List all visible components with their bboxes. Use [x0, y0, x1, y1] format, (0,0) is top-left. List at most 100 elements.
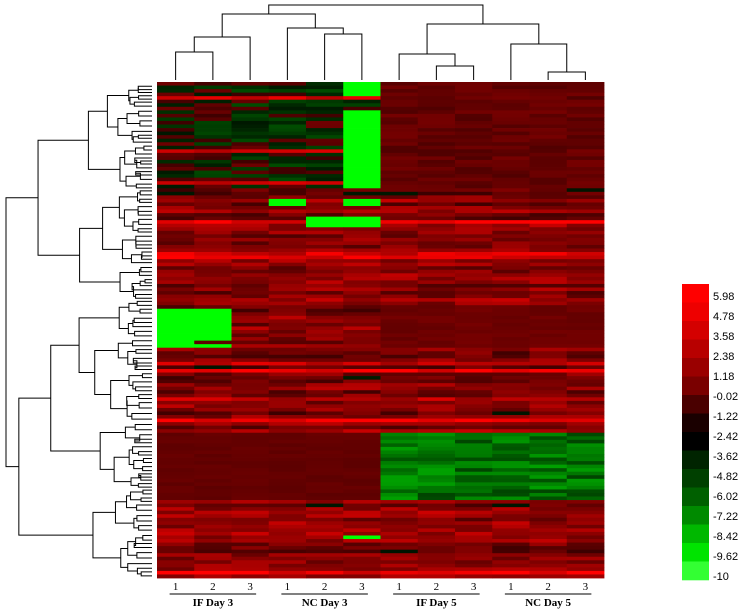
heatmap-cell — [455, 340, 493, 345]
heatmap-cell — [455, 404, 493, 409]
heatmap-cell — [231, 546, 270, 551]
heatmap-cell — [306, 191, 344, 196]
heatmap-cell — [268, 539, 307, 543]
heatmap-cell — [157, 131, 195, 136]
heatmap-cell — [380, 482, 419, 487]
heatmap-cell — [455, 383, 493, 388]
heatmap-cell — [306, 283, 344, 288]
heatmap-cell — [566, 103, 605, 108]
heatmap-cell — [380, 553, 419, 558]
heatmap-cell — [417, 188, 456, 193]
heatmap-cell — [566, 450, 605, 455]
heatmap-cell — [566, 159, 605, 164]
heatmap-cell — [492, 358, 530, 363]
heatmap-cell — [194, 386, 232, 391]
heatmap-cell — [417, 322, 456, 327]
heatmap-cell — [492, 333, 530, 338]
heatmap-cell — [492, 340, 530, 345]
dendrogram-branch — [138, 218, 152, 225]
heatmap-cell — [306, 528, 344, 533]
heatmap-cell — [417, 425, 456, 430]
heatmap-cell — [231, 237, 270, 242]
heatmap-cell — [268, 319, 307, 324]
heatmap-cell — [380, 287, 419, 292]
heatmap-cell — [306, 124, 344, 129]
heatmap-cell — [194, 492, 232, 497]
heatmap-cell — [380, 220, 419, 225]
heatmap-cell — [529, 89, 568, 94]
heatmap-cell — [343, 326, 381, 331]
heatmap-cell — [529, 184, 568, 189]
heatmap-cell — [455, 244, 493, 249]
heatmap-cell — [231, 386, 270, 391]
heatmap-cell — [157, 230, 195, 235]
heatmap-cell — [231, 191, 270, 196]
heatmap-cell — [566, 539, 605, 543]
heatmap-cell — [194, 305, 232, 310]
heatmap-cell — [343, 294, 381, 299]
heatmap-cell — [455, 574, 493, 579]
heatmap-cell — [157, 542, 195, 547]
heatmap-cell — [231, 337, 270, 342]
heatmap-cell — [343, 400, 381, 405]
heatmap-cell — [455, 524, 493, 529]
heatmap-cell — [455, 390, 493, 395]
heatmap-cell — [306, 340, 344, 345]
heatmap-cell — [492, 478, 530, 483]
heatmap-cell — [380, 425, 419, 430]
heatmap-cell — [268, 322, 307, 327]
heatmap-cell — [455, 96, 493, 101]
heatmap-cell — [492, 457, 530, 462]
heatmap-cell — [231, 266, 270, 271]
heatmap-cell — [417, 439, 456, 444]
heatmap-cell — [529, 546, 568, 551]
heatmap-cell — [566, 425, 605, 430]
heatmap-cell — [194, 149, 232, 154]
heatmap-cell — [343, 103, 381, 108]
heatmap-cell — [529, 461, 568, 466]
heatmap-cell — [529, 255, 568, 260]
heatmap-cell — [343, 213, 381, 218]
heatmap-cell — [455, 436, 493, 441]
heatmap-cell — [417, 354, 456, 359]
legend-tick-label: 2.38 — [713, 351, 734, 363]
heatmap-cell — [231, 244, 270, 249]
heatmap-cell — [194, 319, 232, 324]
heatmap-cell — [268, 457, 307, 462]
legend-tick-label: 4.78 — [713, 311, 734, 323]
heatmap-cell — [231, 503, 270, 508]
heatmap-cell — [306, 368, 344, 373]
heatmap-cell — [380, 368, 419, 373]
heatmap-cell — [231, 308, 270, 313]
heatmap-cell — [455, 241, 493, 246]
heatmap-cell — [529, 273, 568, 278]
heatmap-cell — [194, 365, 232, 370]
heatmap-cell — [529, 110, 568, 115]
dendrogram-branch — [127, 563, 152, 572]
heatmap-cell — [306, 330, 344, 334]
heatmap-cell — [380, 244, 419, 249]
heatmap-cell — [306, 152, 344, 157]
heatmap-cell — [455, 298, 493, 303]
heatmap-cell — [194, 145, 232, 150]
heatmap-cell — [194, 461, 232, 466]
heatmap-cell — [268, 535, 307, 540]
heatmap-cell — [157, 262, 195, 267]
heatmap-cell — [343, 244, 381, 249]
heatmap-cell — [306, 319, 344, 324]
heatmap-cell — [231, 305, 270, 310]
heatmap-cell — [306, 117, 344, 122]
heatmap-cell — [529, 241, 568, 246]
heatmap-cell — [566, 524, 605, 529]
heatmap-cell — [343, 120, 381, 125]
heatmap-cell — [566, 358, 605, 363]
heatmap-cell — [455, 110, 493, 115]
heatmap-cell — [194, 227, 232, 232]
heatmap-cell — [268, 383, 307, 388]
heatmap-cell — [455, 347, 493, 352]
heatmap-cell — [380, 390, 419, 395]
heatmap-cell — [268, 106, 307, 111]
heatmap-cell — [268, 340, 307, 345]
heatmap-cell — [417, 305, 456, 310]
heatmap-cell — [268, 202, 307, 207]
